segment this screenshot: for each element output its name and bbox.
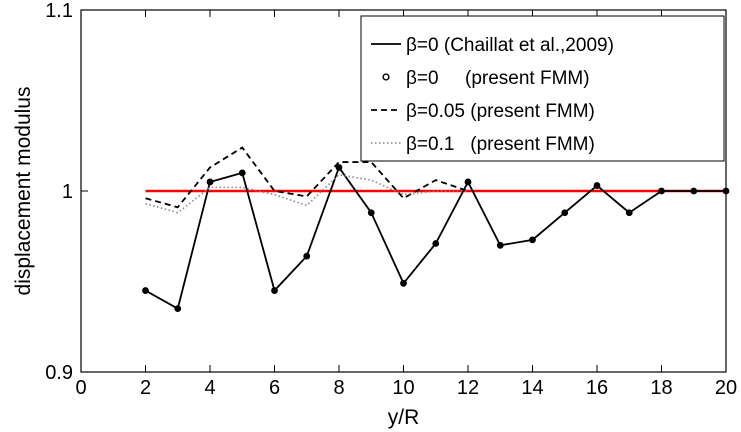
data-point — [174, 305, 182, 313]
legend: β=0 (Chaillat et al.,2009) β=0 (present F… — [360, 15, 725, 162]
series-layer — [142, 146, 730, 313]
x-tick-label: 12 — [457, 377, 479, 399]
data-point — [625, 209, 633, 217]
data-point — [335, 164, 343, 171]
x-tick-label: 18 — [650, 377, 672, 399]
data-point — [367, 209, 375, 217]
data-point — [303, 252, 311, 260]
y-tick-label: 0.9 — [45, 362, 73, 384]
y-tick-label: 1.1 — [45, 0, 73, 22]
x-tick-label: 6 — [269, 377, 280, 399]
legend-entry-label: β=0.1 (present FMM) — [406, 134, 595, 155]
data-point — [658, 187, 665, 195]
x-tick-label: 4 — [204, 377, 215, 399]
legend-box — [360, 15, 725, 162]
x-tick-label: 16 — [586, 377, 608, 399]
data-point — [690, 187, 698, 195]
data-point — [142, 287, 149, 294]
x-tick-label: 20 — [715, 377, 737, 399]
data-point — [271, 287, 278, 294]
legend-marker — [382, 73, 390, 81]
data-point — [496, 241, 504, 249]
x-tick-label: 2 — [140, 377, 151, 399]
data-point — [561, 209, 569, 217]
data-point — [593, 182, 601, 189]
x-tick-label: 10 — [392, 377, 414, 399]
y-tick-label: 1 — [62, 181, 73, 203]
x-axis-label: y/R — [388, 406, 420, 429]
y-axis-label: displacement modulus — [12, 87, 35, 296]
data-point — [529, 236, 536, 244]
legend-entry-label: β=0.05 (present FMM) — [406, 101, 595, 122]
data-point — [400, 279, 407, 287]
legend-entry-label: β=0 (Chaillat et al.,2009) — [406, 35, 614, 56]
data-point — [238, 169, 246, 177]
x-tick-label: 0 — [75, 377, 86, 399]
x-tick-label: 8 — [333, 377, 344, 399]
data-point — [206, 178, 214, 186]
axes — [80, 9, 727, 373]
series-line-dotted — [145, 173, 468, 214]
x-tick-label: 14 — [521, 377, 543, 399]
legend-entry-label: β=0 (present FMM) — [406, 68, 590, 89]
data-point — [464, 178, 472, 186]
tick-labels: 0 2 4 6 8 10 12 14 16 18 20 0.9 1 1.1 — [45, 0, 737, 399]
data-point — [432, 240, 440, 247]
